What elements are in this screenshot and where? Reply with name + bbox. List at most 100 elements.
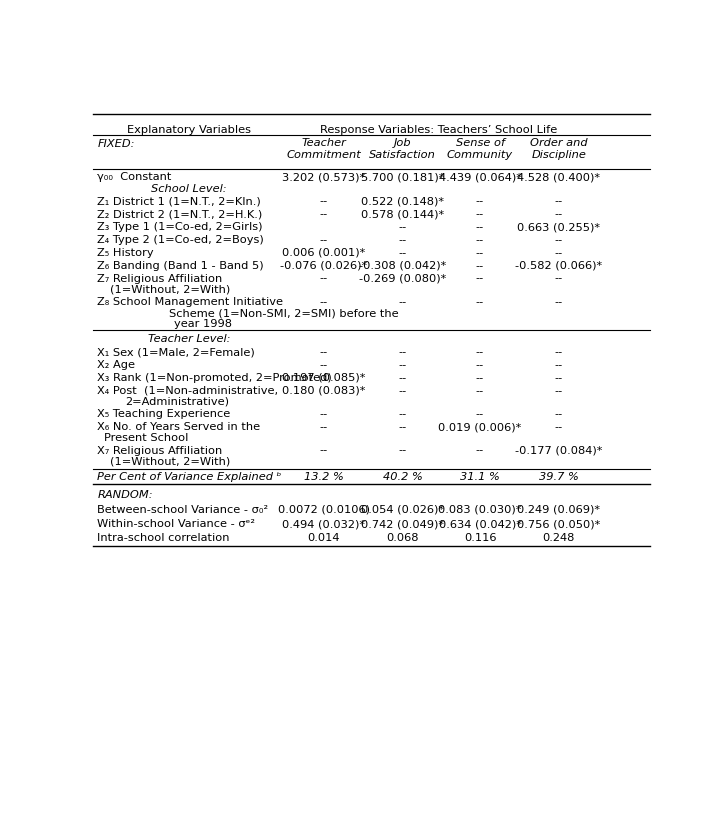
Text: --: -- — [476, 373, 484, 383]
Text: FIXED:: FIXED: — [97, 140, 135, 150]
Text: -0.177 (0.084)*: -0.177 (0.084)* — [515, 445, 602, 455]
Text: --: -- — [398, 248, 407, 258]
Text: year 1998: year 1998 — [174, 319, 232, 329]
Text: --: -- — [555, 360, 563, 370]
Text: -0.582 (0.066)*: -0.582 (0.066)* — [515, 261, 602, 271]
Text: Job
Satisfaction: Job Satisfaction — [369, 138, 436, 160]
Text: Sense of
Community: Sense of Community — [447, 138, 513, 160]
Text: --: -- — [320, 196, 328, 206]
Text: 0.014: 0.014 — [307, 534, 340, 543]
Text: --: -- — [398, 347, 407, 357]
Text: --: -- — [476, 209, 484, 219]
Text: --: -- — [555, 409, 563, 419]
Text: Z₆ Banding (Band 1 - Band 5): Z₆ Banding (Band 1 - Band 5) — [97, 261, 264, 271]
Text: 0.756 (0.050)*: 0.756 (0.050)* — [517, 519, 600, 529]
Text: γ₀₀  Constant: γ₀₀ Constant — [97, 172, 172, 182]
Text: --: -- — [476, 261, 484, 271]
Text: 0.197 (0.085)*: 0.197 (0.085)* — [282, 373, 365, 383]
Text: X₆ No. of Years Served in the: X₆ No. of Years Served in the — [97, 422, 260, 432]
Text: -0.308 (0.042)*: -0.308 (0.042)* — [359, 261, 446, 271]
Text: 0.248: 0.248 — [542, 534, 575, 543]
Text: --: -- — [398, 445, 407, 455]
Text: 0.068: 0.068 — [386, 534, 419, 543]
Text: X₂ Age: X₂ Age — [97, 360, 136, 370]
Text: --: -- — [476, 360, 484, 370]
Text: --: -- — [320, 422, 328, 432]
Text: 0.0072 (0.0106): 0.0072 (0.0106) — [278, 504, 370, 514]
Text: --: -- — [398, 222, 407, 232]
Text: 0.116: 0.116 — [464, 534, 496, 543]
Text: --: -- — [320, 445, 328, 455]
Text: 31.1 %: 31.1 % — [460, 473, 500, 483]
Text: 5.700 (0.181)*: 5.700 (0.181)* — [361, 172, 444, 182]
Text: Within-school Variance - σᵉ²: Within-school Variance - σᵉ² — [97, 519, 255, 529]
Text: X₄ Post  (1=Non-administrative,: X₄ Post (1=Non-administrative, — [97, 386, 278, 396]
Text: Scheme (1=Non-SMI, 2=SMI) before the: Scheme (1=Non-SMI, 2=SMI) before the — [170, 308, 399, 318]
Text: Order and
Discipline: Order and Discipline — [530, 138, 587, 160]
Text: Z₁ District 1 (1=N.T., 2=Kln.): Z₁ District 1 (1=N.T., 2=Kln.) — [97, 196, 261, 206]
Text: Z₂ District 2 (1=N.T., 2=H.K.): Z₂ District 2 (1=N.T., 2=H.K.) — [97, 209, 262, 219]
Text: --: -- — [555, 373, 563, 383]
Text: --: -- — [320, 347, 328, 357]
Text: --: -- — [555, 273, 563, 283]
Text: Z₄ Type 2 (1=Co-ed, 2=Boys): Z₄ Type 2 (1=Co-ed, 2=Boys) — [97, 235, 264, 245]
Text: --: -- — [320, 209, 328, 219]
Text: --: -- — [555, 196, 563, 206]
Text: --: -- — [398, 360, 407, 370]
Text: --: -- — [476, 297, 484, 307]
Text: 0.006 (0.001)*: 0.006 (0.001)* — [282, 248, 365, 258]
Text: 0.054 (0.026)*: 0.054 (0.026)* — [361, 504, 444, 514]
Text: Explanatory Variables: Explanatory Variables — [127, 125, 251, 135]
Text: (1=Without, 2=With): (1=Without, 2=With) — [109, 285, 230, 295]
Text: --: -- — [476, 222, 484, 232]
Text: Intra-school correlation: Intra-school correlation — [97, 534, 230, 543]
Text: --: -- — [398, 297, 407, 307]
Text: Z₈ School Management Initiative: Z₈ School Management Initiative — [97, 297, 283, 307]
Text: --: -- — [320, 273, 328, 283]
Text: 0.578 (0.144)*: 0.578 (0.144)* — [361, 209, 444, 219]
Text: --: -- — [320, 360, 328, 370]
Text: 0.180 (0.083)*: 0.180 (0.083)* — [282, 386, 365, 396]
Text: -0.269 (0.080)*: -0.269 (0.080)* — [359, 273, 446, 283]
Text: Teacher Level:: Teacher Level: — [148, 334, 231, 344]
Text: Z₃ Type 1 (1=Co-ed, 2=Girls): Z₃ Type 1 (1=Co-ed, 2=Girls) — [97, 222, 263, 232]
Text: --: -- — [398, 386, 407, 396]
Text: 0.634 (0.042)*: 0.634 (0.042)* — [439, 519, 521, 529]
Text: --: -- — [476, 386, 484, 396]
Text: --: -- — [555, 209, 563, 219]
Text: Response Variables: Teachers’ School Life: Response Variables: Teachers’ School Lif… — [320, 125, 558, 135]
Text: --: -- — [555, 347, 563, 357]
Text: --: -- — [398, 409, 407, 419]
Text: Present School: Present School — [104, 433, 188, 443]
Text: X₇ Religious Affiliation: X₇ Religious Affiliation — [97, 445, 223, 455]
Text: Z₅ History: Z₅ History — [97, 248, 154, 258]
Text: --: -- — [555, 248, 563, 258]
Text: --: -- — [320, 409, 328, 419]
Text: --: -- — [476, 347, 484, 357]
Text: --: -- — [398, 422, 407, 432]
Text: --: -- — [476, 248, 484, 258]
Text: --: -- — [555, 235, 563, 245]
Text: 0.249 (0.069)*: 0.249 (0.069)* — [517, 504, 600, 514]
Text: 39.7 %: 39.7 % — [539, 473, 579, 483]
Text: --: -- — [320, 297, 328, 307]
Text: 2=Administrative): 2=Administrative) — [125, 397, 229, 407]
Text: Teacher
Commitment: Teacher Commitment — [286, 138, 361, 160]
Text: --: -- — [476, 235, 484, 245]
Text: Z₇ Religious Affiliation: Z₇ Religious Affiliation — [97, 273, 223, 283]
Text: --: -- — [555, 386, 563, 396]
Text: --: -- — [555, 422, 563, 432]
Text: 13.2 %: 13.2 % — [304, 473, 344, 483]
Text: School Level:: School Level: — [151, 184, 227, 194]
Text: --: -- — [398, 373, 407, 383]
Text: X₅ Teaching Experience: X₅ Teaching Experience — [97, 409, 231, 419]
Text: --: -- — [476, 445, 484, 455]
Text: 3.202 (0.573)*: 3.202 (0.573)* — [282, 172, 365, 182]
Text: Between-school Variance - σ₀²: Between-school Variance - σ₀² — [97, 504, 268, 514]
Text: --: -- — [398, 235, 407, 245]
Text: -0.076 (0.026)*: -0.076 (0.026)* — [281, 261, 368, 271]
Text: X₃ Rank (1=Non-promoted, 2=Promoted): X₃ Rank (1=Non-promoted, 2=Promoted) — [97, 373, 332, 383]
Text: 0.019 (0.006)*: 0.019 (0.006)* — [439, 422, 521, 432]
Text: RANDOM:: RANDOM: — [97, 489, 153, 499]
Text: 0.522 (0.148)*: 0.522 (0.148)* — [361, 196, 444, 206]
